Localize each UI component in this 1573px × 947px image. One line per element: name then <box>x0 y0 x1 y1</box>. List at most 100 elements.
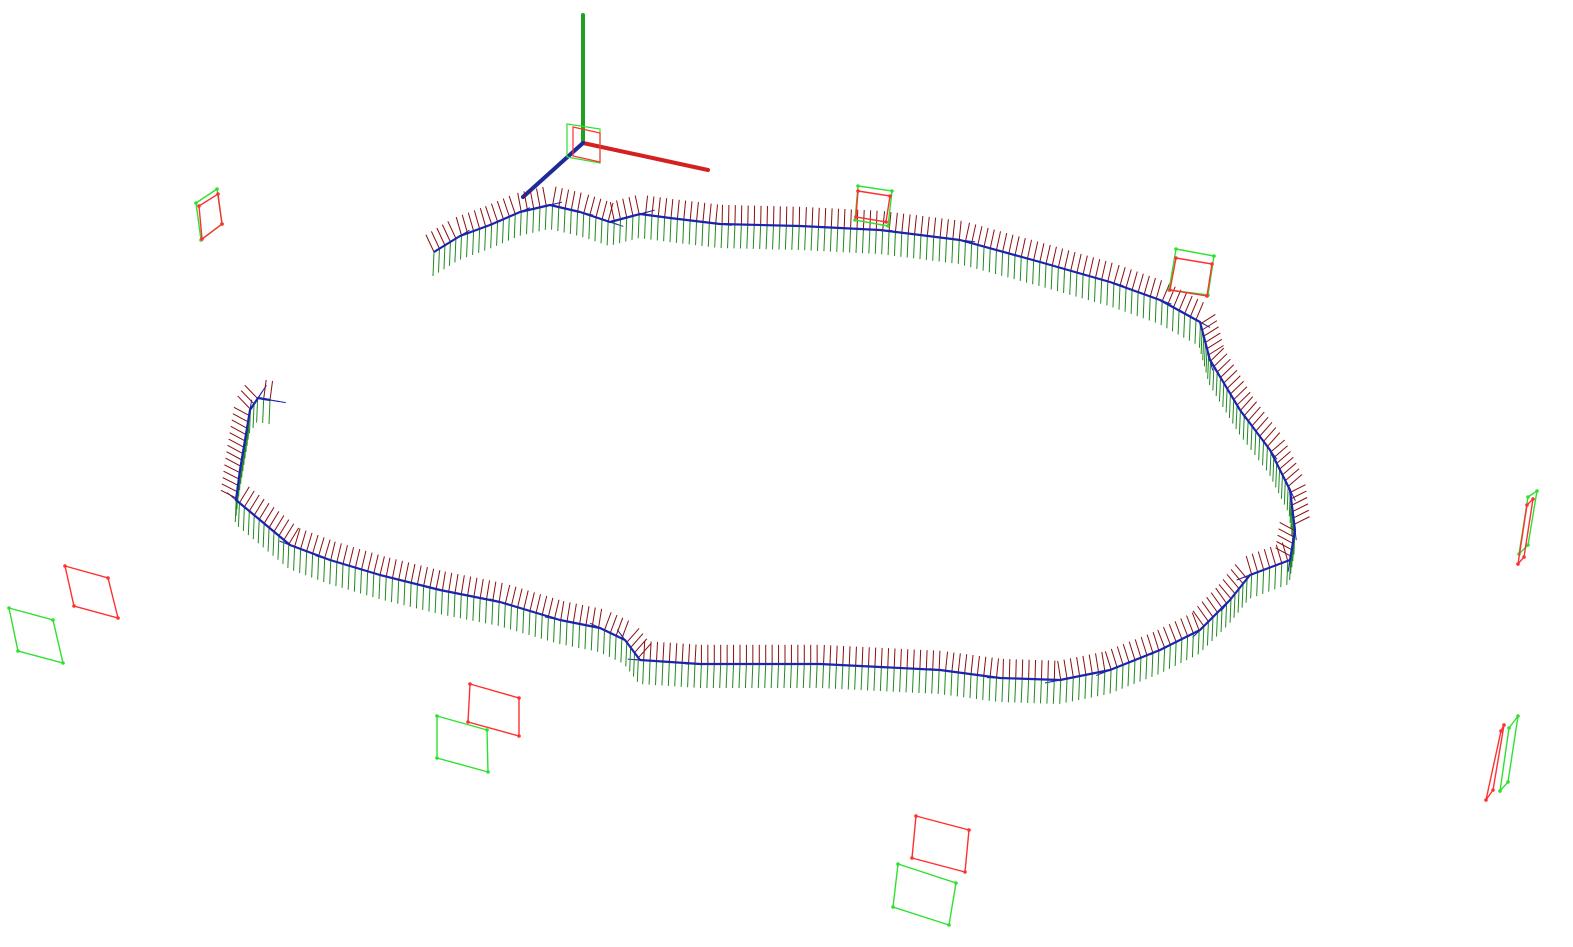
pose-x-axis <box>1276 451 1291 464</box>
pose-x-axis <box>479 579 484 599</box>
marker-corner-dot <box>220 222 224 226</box>
marker-corner-dot <box>72 604 76 608</box>
pose-y-axis <box>1084 674 1087 699</box>
pose-y-axis <box>1220 607 1223 632</box>
pose-y-axis <box>951 239 954 264</box>
pose-y-axis <box>823 227 826 252</box>
pose-y-axis <box>765 225 768 250</box>
pose-y-axis <box>913 234 916 259</box>
pose-x-axis <box>1039 243 1045 263</box>
pose-y-axis <box>1097 672 1100 697</box>
pose-x-axis <box>989 657 993 677</box>
pose-y-axis <box>650 215 653 240</box>
pose-y-axis <box>1069 270 1072 295</box>
pose-x-axis <box>300 530 307 550</box>
pose-x-axis <box>583 194 590 214</box>
pose-y-axis <box>597 627 600 652</box>
marker-corner-dot <box>194 201 198 205</box>
pose-x-axis <box>983 656 987 676</box>
pose-x-axis <box>622 198 628 218</box>
pose-y-axis <box>1163 647 1166 672</box>
pose-y-axis <box>1025 258 1028 283</box>
pose-y-axis <box>1183 313 1186 338</box>
pose-y-axis <box>557 207 560 232</box>
marker-corner-dot <box>7 606 11 610</box>
pose-x-axis <box>649 641 652 661</box>
pose-frame <box>601 617 624 660</box>
pose-y-axis <box>571 622 574 647</box>
pose-x-axis <box>920 215 924 236</box>
pose-y-axis <box>513 214 516 239</box>
marker-corner-dot <box>1174 247 1178 251</box>
pose-y-axis <box>1215 371 1218 397</box>
pose-x-axis <box>1167 286 1176 305</box>
pose-x-axis <box>223 470 240 480</box>
marker-red <box>910 814 971 874</box>
pose-y-axis <box>1112 283 1115 308</box>
pose-x-axis <box>1279 522 1296 532</box>
pose-y-axis <box>262 523 265 548</box>
pose-y-axis <box>335 562 338 587</box>
pose-y-axis <box>944 238 947 263</box>
pose-x-axis <box>1021 659 1024 679</box>
pose-x-axis <box>1230 380 1244 395</box>
pose-x-axis <box>1002 658 1004 679</box>
marker-corner-dot <box>197 204 201 208</box>
pose-y-axis <box>1200 329 1203 355</box>
marker-corner-dot <box>1506 780 1510 784</box>
pose-x-axis <box>976 655 980 676</box>
pose-x-axis <box>222 477 239 486</box>
marker-corner-dot <box>891 905 895 909</box>
pose-x-axis <box>835 645 838 665</box>
pose-x-axis <box>278 519 290 537</box>
pose-y-axis <box>466 595 469 620</box>
marker-corner-dot <box>517 696 521 700</box>
marker-corner-dot <box>1210 262 1214 266</box>
pose-y-axis <box>932 236 935 261</box>
pose-x-axis <box>1215 587 1228 604</box>
pose-x-axis <box>1284 468 1300 482</box>
pose-x-axis <box>373 554 379 574</box>
marker-corner-dot <box>1526 495 1530 499</box>
pose-frame <box>279 528 301 571</box>
pose-y-axis <box>797 225 800 251</box>
pose-y-axis <box>667 661 670 686</box>
pose-x-axis <box>485 206 493 225</box>
pose-x-axis <box>708 203 712 223</box>
x-axis-line <box>581 141 710 172</box>
pose-y-axis <box>687 663 690 688</box>
pose-x-axis <box>312 534 319 554</box>
pose-x-axis <box>566 602 571 622</box>
marker-corner-dot <box>1491 788 1495 792</box>
pose-x-axis <box>1292 503 1309 512</box>
marker-corner-dot <box>63 564 67 568</box>
pose-x-axis <box>479 208 487 227</box>
pose-x-axis <box>517 192 522 212</box>
pose-y-axis <box>625 217 628 242</box>
pose-x-axis <box>811 207 814 227</box>
pose-x-axis <box>1155 280 1162 299</box>
pose-y-axis <box>707 222 710 247</box>
pose-y-axis <box>578 623 581 648</box>
pose-y-axis <box>1186 636 1189 661</box>
pose-y-axis <box>299 548 302 574</box>
pose-y-axis <box>1242 415 1245 440</box>
pose-x-axis <box>229 432 246 442</box>
pose-y-axis <box>976 244 979 269</box>
pose-x-axis <box>696 202 699 222</box>
pose-y-axis <box>744 663 747 689</box>
pose-y-axis <box>847 665 850 690</box>
pose-y-axis <box>267 527 270 552</box>
pose-x-axis <box>861 646 864 667</box>
pose-x-axis <box>1236 391 1251 406</box>
pose-x-axis <box>1033 241 1039 261</box>
pose-y-axis <box>1059 679 1062 704</box>
pose-x-axis <box>226 451 242 461</box>
pose-y-axis <box>1019 256 1022 281</box>
trajectory-polyline <box>234 203 1297 682</box>
pose-x-axis <box>823 644 825 665</box>
pose-frame <box>1292 516 1310 549</box>
pose-x-axis <box>971 224 977 244</box>
